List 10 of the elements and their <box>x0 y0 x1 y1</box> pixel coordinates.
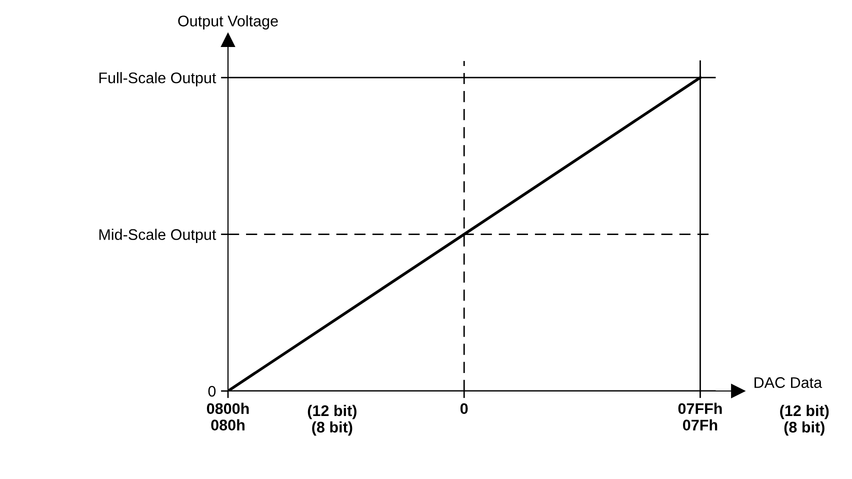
text: (12 bit) (8 bit) <box>780 404 829 436</box>
x-tick-label: 07FFh 07Fh <box>678 402 722 430</box>
x-tick-label: 0800h 080h <box>206 402 249 430</box>
ref-line-label: Mid-Scale Output <box>99 228 216 244</box>
ref-line-label: Full-Scale Output <box>99 72 216 86</box>
y-axis-title: Output Voltage <box>178 15 278 30</box>
x-tick-label: 0 <box>460 403 468 414</box>
text: (12 bit) (8 bit) <box>308 404 356 436</box>
x-axis-title: DAC Data <box>754 377 822 388</box>
ref-line-label: 0 <box>208 386 216 397</box>
